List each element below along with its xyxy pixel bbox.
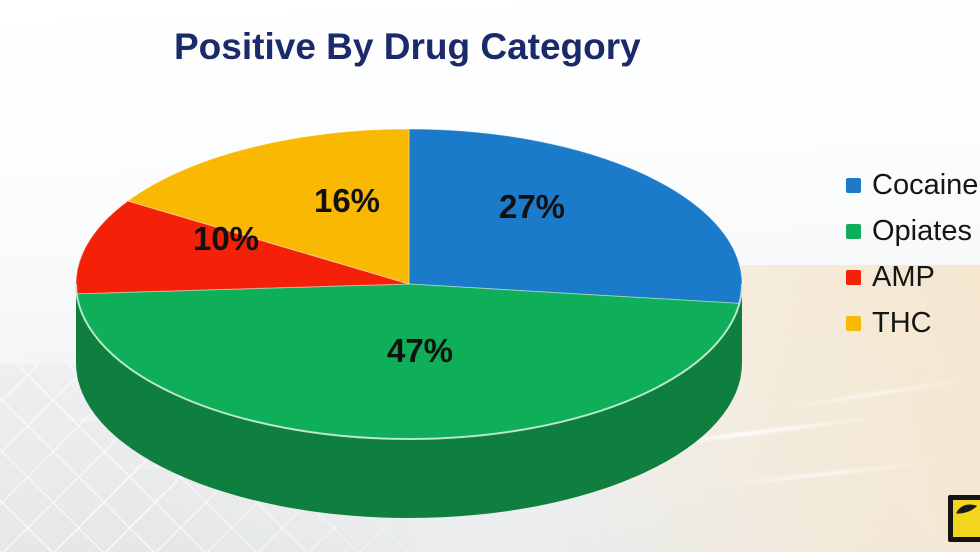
pie-front-rim [75, 283, 743, 441]
legend-swatch-amp [846, 269, 861, 285]
pie-slice-cocaine [408, 128, 743, 304]
legend-label: Opiates [872, 214, 972, 247]
logo-swoosh-icon [956, 504, 977, 514]
legend-item-opiates: Opiates [846, 208, 978, 254]
legend-swatch-cocaine [846, 177, 861, 193]
slice-label-thc: 16% [313, 182, 381, 219]
slice-label-amp: 10% [192, 220, 260, 257]
station-logo-icon [948, 495, 980, 542]
legend-swatch-thc [846, 315, 861, 331]
legend-label: AMP [872, 260, 935, 293]
pie-segment [76, 284, 742, 518]
legend-swatch-opiates [846, 223, 861, 239]
slice-label-cocaine: 27% [498, 188, 566, 225]
legend-label: Cocaine [872, 168, 979, 201]
pie-slice-thc [126, 128, 410, 285]
legend-item-thc: THC [846, 300, 978, 346]
slice-label-opiates: 47% [386, 332, 454, 369]
legend-item-cocaine: Cocaine [846, 162, 978, 208]
legend-label: THC [872, 306, 932, 339]
legend-item-amp: AMP [846, 254, 978, 300]
chart-title: Positive By Drug Category [174, 26, 641, 67]
legend: Cocaine Opiates AMP THC [846, 162, 978, 346]
